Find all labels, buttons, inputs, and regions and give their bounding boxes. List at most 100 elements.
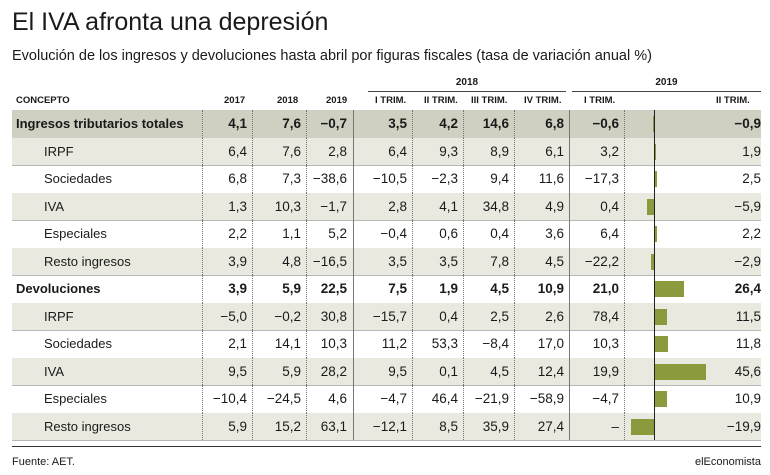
bar-2019-q2 [654,363,707,380]
table-cell: 26,4 [734,281,761,296]
table-cell: 3,5 [388,116,407,131]
col-header-2018-q4: IV TRIM. [524,95,562,106]
table-cell: 7,6 [282,143,301,159]
column-separator [202,302,203,330]
table-cell: 34,8 [482,198,509,214]
table-cell: −5,9 [734,198,761,214]
table-cell: 3,9 [228,253,247,269]
table-cell: 3,6 [545,226,564,241]
column-separator [412,302,413,330]
table-cell: 4,5 [490,281,509,296]
table-header: CONCEPTO 2017 2018 2019 I TRIM. II TRIM.… [12,92,761,111]
table-cell: 1,1 [282,226,301,241]
table-cell: 7,8 [490,253,509,269]
column-separator [306,302,307,330]
table-cell: 2,5 [742,171,761,186]
table-cell: 3,5 [388,253,407,269]
column-separator [624,220,625,248]
table-cell: 4,1 [228,116,247,131]
table-cell: 6,8 [228,171,247,186]
table-cell: 11,8 [735,336,761,351]
table-row: IVA 1,3 10,3 −1,7 2,8 4,1 34,8 4,9 0,4 −5,9 [12,192,761,221]
column-separator [569,330,570,358]
column-separator [463,192,464,220]
column-separator [514,357,515,385]
table-cell: 21,0 [592,281,619,296]
column-separator [624,192,625,220]
table-row: Devoluciones 3,9 5,9 22,5 7,5 1,9 4,5 10,9 21,0 2… [12,275,761,304]
table-cell: −0,2 [274,308,301,324]
table-cell: 4,9 [545,198,564,214]
col-header-2019-q1: I TRIM. [584,95,616,106]
table-cell: −22,2 [584,253,619,269]
table-row: Especiales 2,2 1,1 5,2 −0,4 0,6 0,4 3,6 6,4 2,2 [12,220,761,249]
table-cell: 11,2 [381,336,407,351]
table-cell: 6,4 [388,143,407,159]
table-cell: 5,9 [282,281,301,296]
column-separator [202,110,203,138]
column-separator [569,412,570,440]
column-separator [252,110,253,138]
column-separator [306,165,307,193]
table-cell: 6,4 [600,226,619,241]
table-cell: 53,3 [431,336,458,351]
table-cell: −2,3 [431,171,458,186]
column-separator [353,247,354,275]
column-separator [569,302,570,330]
table-cell: 63,1 [320,418,347,434]
bar-2019-q2 [654,281,685,297]
table-cell: 30,8 [320,308,347,324]
table-row: Sociedades 6,8 7,3 −38,6 −10,5 −2,3 9,4 11,6 −17… [12,165,761,194]
column-separator [412,385,413,413]
column-separator [306,275,307,303]
column-separator [202,220,203,248]
column-separator [353,275,354,303]
table-cell: −12,1 [372,418,407,434]
table-cell: −0,7 [320,116,347,131]
row-label: Resto ingresos [44,253,131,269]
column-separator [412,412,413,440]
column-separator [514,192,515,220]
table-cell: −1,7 [320,198,347,214]
column-separator [353,302,354,330]
table-cell: −10,4 [212,391,247,406]
table-cell: 0,4 [600,198,619,214]
column-separator [202,385,203,413]
column-separator [412,247,413,275]
table-cell: −2,9 [734,253,761,269]
column-separator [412,137,413,165]
column-separator [412,110,413,138]
column-separator [202,165,203,193]
table-cell: 9,3 [439,143,458,159]
column-separator [463,330,464,358]
column-separator [463,275,464,303]
table-cell: 45,6 [734,363,761,379]
table-cell: 4,6 [328,391,347,406]
column-separator [624,137,625,165]
bar-2019-q2 [647,198,654,215]
row-label: Ingresos tributarios totales [16,116,184,131]
table-cell: 4,5 [490,363,509,379]
column-separator [353,357,354,385]
column-separator [463,385,464,413]
column-separator [353,330,354,358]
column-separator [412,165,413,193]
column-separator [514,385,515,413]
table-cell: 2,2 [228,226,247,241]
bar-zero-line [654,110,655,440]
column-separator [569,165,570,193]
bar-2019-q2 [654,391,667,407]
table-cell: −38,6 [312,171,347,186]
table-cell: −0,4 [380,226,407,241]
table-cell: 19,9 [592,363,619,379]
table-cell: 14,1 [274,336,301,351]
column-separator [306,385,307,413]
column-separator [306,412,307,440]
table-cell: 9,4 [490,171,509,186]
table-cell: 6,4 [228,143,247,159]
column-separator [569,385,570,413]
column-separator [252,137,253,165]
row-label: Especiales [44,391,107,406]
table-row: IRPF −5,0 −0,2 30,8 −15,7 0,4 2,5 2,6 78,4 11,5 [12,302,761,331]
table-cell: 1,9 [742,143,761,159]
